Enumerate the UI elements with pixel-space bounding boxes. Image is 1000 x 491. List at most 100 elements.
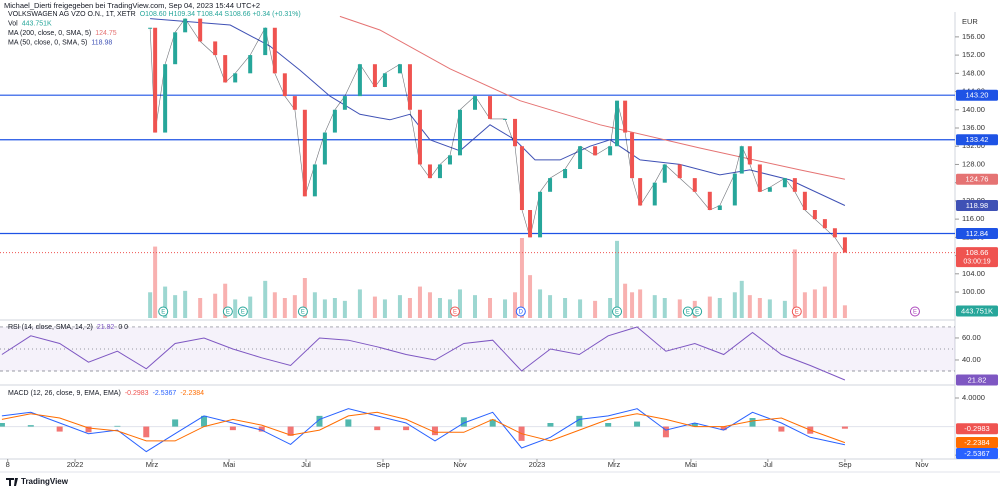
- candle: [183, 18, 188, 33]
- candle: [357, 64, 362, 97]
- histogram-bar: [749, 418, 756, 427]
- x-tick-label: Sep: [838, 460, 851, 469]
- volume-bar: [357, 289, 362, 318]
- candle: [707, 191, 712, 211]
- candle: [717, 205, 722, 211]
- event-label: D: [519, 309, 524, 315]
- legend-text: Vol: [8, 20, 18, 27]
- event-marker: [692, 306, 703, 317]
- candle: [513, 118, 518, 147]
- candle: [223, 55, 228, 83]
- candle: [662, 164, 667, 183]
- x-tick-label: 2022: [67, 460, 84, 469]
- event-label: E: [695, 309, 699, 315]
- rsi-band-fill: [0, 326, 955, 371]
- event-label: E: [795, 309, 799, 315]
- volume-bar: [802, 292, 807, 318]
- volume-bar: [747, 295, 752, 318]
- volume-bar: [677, 299, 682, 318]
- histogram-bar: [403, 426, 410, 431]
- histogram-bar: [662, 426, 669, 438]
- macd-label: -2.2384: [964, 438, 989, 447]
- volume-bar: [312, 292, 317, 318]
- volume-bar: [233, 299, 238, 318]
- macd-label-box: [956, 437, 998, 449]
- volume-bar: [292, 295, 297, 318]
- histogram-bar: [56, 426, 63, 432]
- candle: [148, 27, 153, 29]
- volume-bar: [263, 280, 268, 318]
- candle: [739, 146, 744, 174]
- event-label: E: [453, 309, 457, 315]
- volume-bar: [563, 298, 568, 318]
- close-label: 108.66: [966, 248, 989, 257]
- candle: [472, 96, 477, 110]
- legend-text: 124.75: [95, 30, 117, 37]
- candle: [822, 219, 827, 229]
- x-tick-label: Jul: [301, 460, 311, 469]
- y-tick-label: 4.0000: [962, 393, 985, 402]
- candle: [832, 228, 837, 238]
- volume-bar: [630, 292, 635, 318]
- candle: [437, 164, 442, 179]
- candle: [528, 210, 533, 238]
- event-label: E: [301, 309, 305, 315]
- candle: [623, 100, 628, 133]
- volume-bar: [223, 283, 228, 318]
- x-tick-label: Mai: [223, 460, 235, 469]
- volume-bar: [822, 286, 827, 318]
- legend-text: 0 0: [118, 324, 128, 331]
- candle: [382, 73, 387, 87]
- legend-text: VOLKSWAGEN AG VZO O.N., 1T, XETR: [8, 11, 136, 18]
- level-label: 133.42: [966, 135, 989, 144]
- volume-bar: [198, 298, 203, 318]
- y-tick-label: 60.00: [962, 333, 981, 342]
- volume-bar: [528, 275, 533, 318]
- volume-bar: [503, 299, 508, 318]
- candle: [322, 132, 327, 165]
- candle: [198, 18, 203, 42]
- candle: [782, 178, 787, 188]
- event-marker: [612, 306, 623, 317]
- macd-line: [1, 408, 846, 453]
- volume-bar: [662, 298, 667, 318]
- candle: [427, 164, 432, 179]
- candle: [747, 146, 752, 165]
- x-tick-label: 8: [6, 460, 10, 469]
- volume-bar: [732, 292, 737, 318]
- event-marker: [791, 306, 802, 317]
- signal-line: [1, 411, 846, 444]
- histogram-bar: [143, 426, 150, 438]
- volume-bar: [447, 299, 452, 318]
- y-tick-label: 128.00: [962, 159, 985, 168]
- histogram-bar: [841, 426, 848, 429]
- candle: [332, 109, 337, 133]
- volume-bar: [382, 299, 387, 318]
- legend-text: -2.2384: [180, 390, 204, 397]
- volume-bar: [717, 298, 722, 318]
- volume-bar: [652, 295, 657, 318]
- volume-label-box: [956, 305, 998, 317]
- histogram-bar: [172, 419, 179, 427]
- volume-bar: [638, 289, 643, 318]
- candle: [312, 164, 317, 197]
- y-tick-label: 136.00: [962, 123, 985, 132]
- volume-bar: [342, 300, 347, 318]
- volume-bar: [608, 298, 613, 318]
- macd-label-box: [956, 423, 998, 435]
- x-tick-label: Sep: [376, 460, 389, 469]
- level-label-box: [956, 228, 998, 240]
- legend-text: RSI (14, close, SMA, 14, 2): [8, 324, 93, 331]
- volume-bar: [812, 289, 817, 318]
- volume-label: 443.751K: [961, 306, 993, 315]
- candle: [842, 237, 847, 253]
- volume-bar: [538, 289, 543, 318]
- y-tick-label: 152.00: [962, 50, 985, 59]
- histogram-bar: [27, 425, 34, 427]
- volume-bar: [593, 300, 598, 318]
- histogram-bar: [258, 426, 265, 432]
- volume-bar: [397, 295, 402, 318]
- legend-text: MA (50, close, 0, SMA, 5): [8, 39, 87, 46]
- candle: [677, 164, 682, 179]
- volume-bar: [792, 249, 797, 318]
